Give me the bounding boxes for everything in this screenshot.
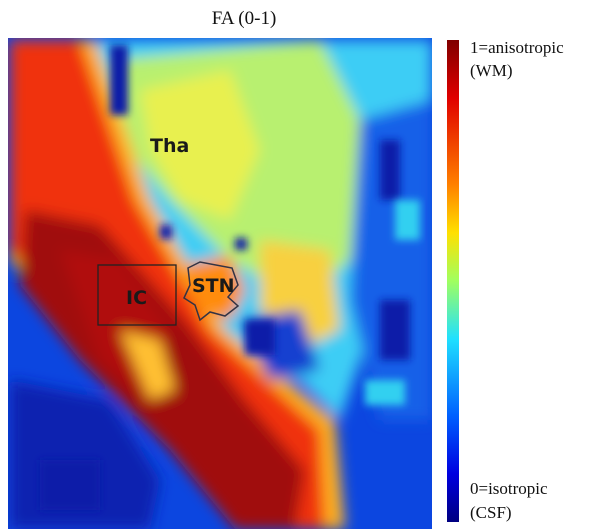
colorbar-label: (WM) xyxy=(470,61,512,80)
region-label: STN xyxy=(192,275,235,297)
colorbar xyxy=(447,40,459,522)
region-label: Tha xyxy=(150,135,189,157)
figure: FA (0-1) xyxy=(0,0,600,529)
colorbar-label: 0=isotropic xyxy=(470,479,548,498)
title: FA (0-1) xyxy=(212,8,277,29)
region-label: IC xyxy=(126,287,147,309)
colorbar-label: (CSF) xyxy=(470,503,512,522)
colorbar-label: 1=anisotropic xyxy=(470,38,564,57)
